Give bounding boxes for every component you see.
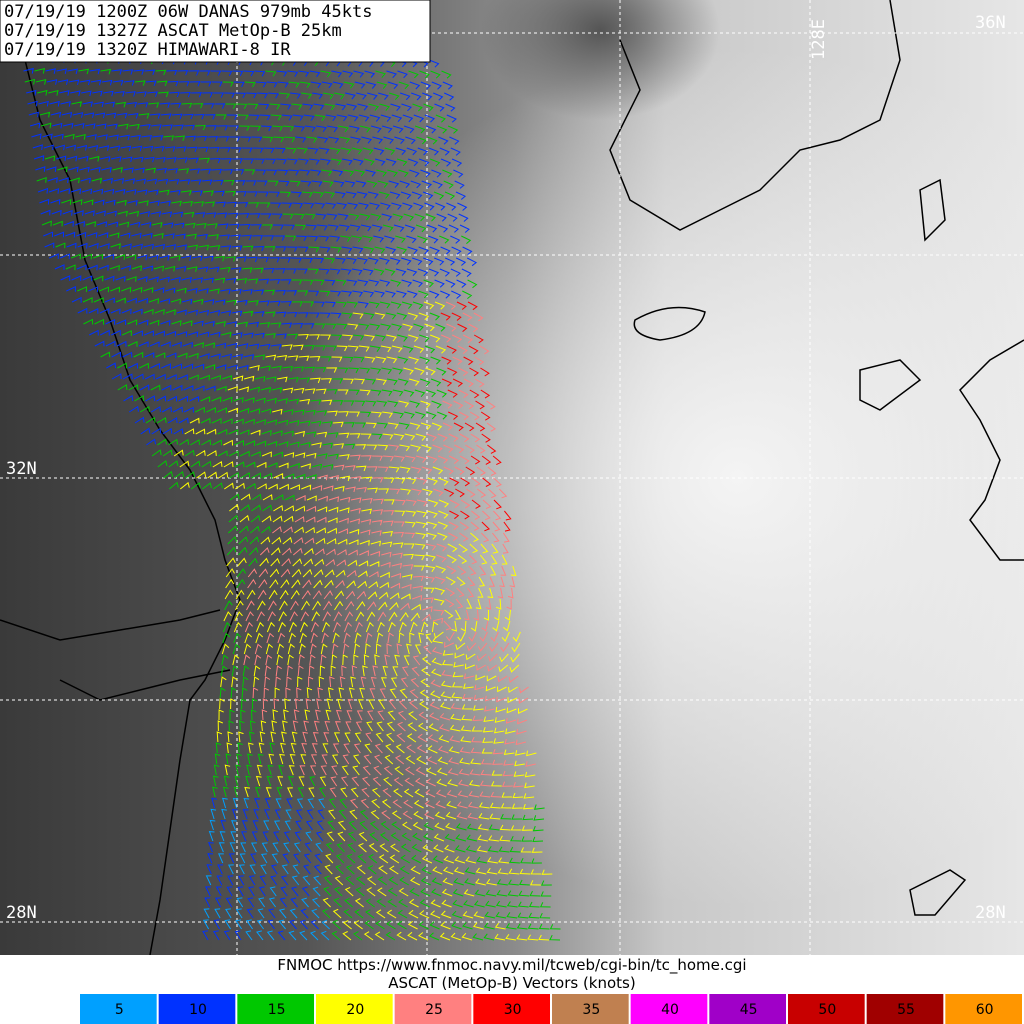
lat-label: 36N <box>975 13 1006 33</box>
legend-label: 30 <box>504 1002 522 1018</box>
legend-swatch <box>788 994 865 1024</box>
legend-label: 40 <box>661 1002 679 1018</box>
header-line: 07/19/19 1320Z HIMAWARI-8 IR <box>4 40 291 60</box>
legend-swatch <box>630 994 708 1024</box>
header-line: 07/19/19 1200Z 06W DANAS 979mb 45kts <box>4 2 372 22</box>
lat-label: 28N <box>975 903 1006 923</box>
lat-label: 28N <box>6 903 37 923</box>
legend-swatch <box>945 994 1022 1024</box>
legend-swatch <box>709 994 786 1024</box>
wind-barb-group <box>202 797 330 941</box>
legend-label: 25 <box>425 1002 443 1018</box>
lon-label: 128E <box>809 19 829 60</box>
legend: 5 10 15 20 25 30 35 40 45 50 55 60 <box>80 994 1022 1024</box>
cloud-gap <box>400 0 800 300</box>
legend-swatch <box>316 994 393 1024</box>
legend-label: 55 <box>897 1002 915 1018</box>
lat-label: 32N <box>6 459 37 479</box>
coastlines <box>0 0 1024 956</box>
legend-label: 45 <box>740 1002 758 1018</box>
legend-label: 10 <box>189 1002 207 1018</box>
legend-swatch <box>473 994 550 1024</box>
header-box <box>0 0 431 63</box>
legend-label: 5 <box>115 1002 124 1018</box>
legend-label: 50 <box>818 1002 836 1018</box>
legend-label: 60 <box>976 1002 994 1018</box>
legend-label: 35 <box>582 1002 600 1018</box>
wind-barb-group <box>440 301 512 532</box>
wind-barb-group <box>173 301 553 941</box>
legend-swatch <box>237 994 314 1024</box>
wind-barb-group <box>243 301 536 820</box>
legend-swatch <box>552 994 629 1024</box>
header-line: 07/19/19 1327Z ASCAT MetOp-B 25km <box>4 21 342 41</box>
legend-label: 20 <box>346 1002 364 1018</box>
legend-swatch <box>866 994 944 1024</box>
legend-swatch <box>80 994 157 1024</box>
legend-swatch <box>394 994 472 1024</box>
footer-source: FNMOC https://www.fnmoc.navy.mil/tcweb/c… <box>277 956 746 975</box>
legend-label: 15 <box>268 1002 286 1018</box>
footer-product: ASCAT (MetOp-B) Vectors (knots) <box>388 974 635 992</box>
legend-swatch <box>158 994 236 1024</box>
